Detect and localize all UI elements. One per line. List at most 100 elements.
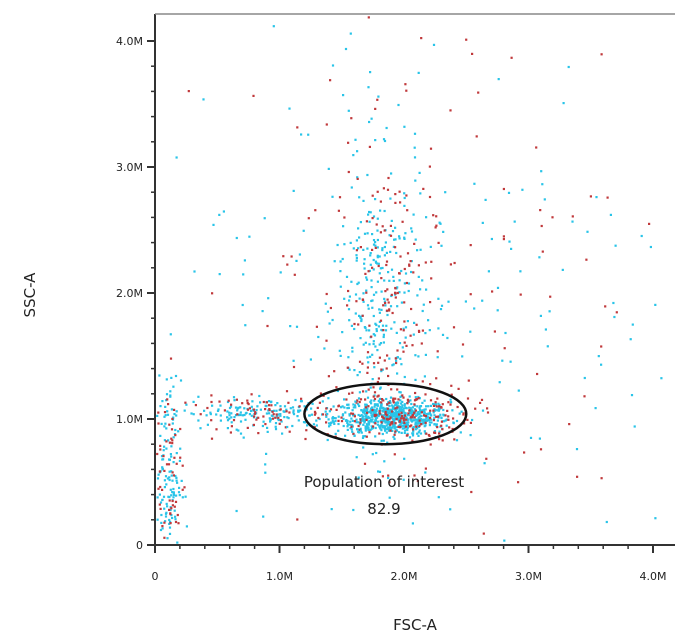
scatter-point-cyan [355, 259, 358, 262]
scatter-point-cyan [414, 396, 417, 399]
scatter-point-cyan [348, 368, 351, 371]
scatter-point-cyan [395, 251, 398, 255]
scatter-point-cyan [654, 517, 657, 520]
scatter-point-cyan [166, 413, 170, 416]
scatter-point-cyan [392, 245, 395, 248]
scatter-point-cyan [498, 381, 501, 384]
scatter-point-cyan [398, 391, 401, 394]
scatter-point-red [350, 117, 353, 120]
scatter-point-cyan [235, 236, 238, 240]
scatter-point-cyan [303, 405, 306, 408]
scatter-point-cyan [421, 422, 425, 425]
scatter-point-cyan [358, 371, 361, 374]
scatter-point-cyan [169, 395, 172, 398]
scatter-point-cyan [184, 495, 187, 498]
scatter-point-cyan [329, 423, 332, 427]
scatter-point-red [471, 52, 474, 55]
scatter-point-red [420, 423, 423, 426]
scatter-point-cyan [339, 285, 342, 288]
scatter-point-red [379, 231, 382, 234]
scatter-point-cyan [413, 408, 417, 411]
scatter-point-cyan [519, 270, 522, 273]
scatter-point-red [403, 421, 406, 424]
scatter-point-red [246, 426, 249, 429]
scatter-point-red [277, 416, 280, 419]
scatter-point-red [355, 300, 358, 303]
scatter-point-cyan [279, 413, 282, 416]
scatter-point-cyan [414, 378, 417, 381]
scatter-point-red [428, 165, 431, 168]
scatter-point-red [387, 374, 390, 378]
scatter-point-cyan [327, 418, 330, 421]
scatter-point-cyan [384, 421, 387, 424]
scatter-point-red [535, 146, 538, 149]
scatter-point-cyan [172, 461, 175, 464]
scatter-point-cyan [398, 291, 401, 294]
scatter-point-cyan [366, 232, 369, 235]
scatter-point-cyan [326, 310, 329, 313]
scatter-point-cyan [327, 397, 330, 400]
scatter-point-cyan [464, 300, 467, 303]
scatter-point-cyan [384, 241, 387, 244]
scatter-point-cyan [413, 132, 417, 135]
scatter-point-red [447, 401, 450, 404]
scatter-point-red [368, 324, 371, 327]
scatter-point-cyan [342, 94, 345, 97]
scatter-point-cyan [357, 430, 360, 434]
scatter-point-red [432, 214, 435, 217]
scatter-point-red [549, 295, 552, 298]
scatter-point-red [252, 423, 255, 426]
scatter-point-cyan [370, 286, 373, 289]
scatter-point-cyan [359, 315, 362, 318]
scatter-point-cyan [372, 243, 376, 246]
scatter-point-cyan [561, 268, 564, 271]
scatter-point-red [465, 38, 468, 41]
scatter-point-cyan [383, 297, 386, 300]
scatter-point-red [411, 415, 414, 418]
scatter-point-cyan [386, 412, 389, 415]
scatter-point-cyan [390, 404, 394, 407]
scatter-point-cyan [594, 407, 597, 410]
scatter-point-cyan [286, 425, 289, 429]
scatter-point-red [408, 264, 411, 267]
scatter-point-cyan [399, 399, 402, 402]
scatter-point-cyan [170, 455, 173, 458]
scatter-point-cyan [430, 421, 433, 424]
scatter-point-red [424, 261, 427, 264]
scatter-point-cyan [192, 400, 195, 403]
scatter-point-cyan [279, 405, 282, 408]
scatter-point-red [411, 344, 414, 347]
scatter-point-cyan [401, 400, 404, 403]
scatter-point-cyan [412, 430, 415, 433]
scatter-point-red [232, 419, 236, 422]
scatter-point-red [429, 443, 432, 446]
scatter-point-cyan [163, 486, 166, 489]
scatter-point-cyan [413, 156, 417, 159]
scatter-point-red [510, 56, 513, 59]
scatter-point-cyan [226, 427, 229, 430]
scatter-point-cyan [423, 375, 426, 378]
scatter-point-cyan [439, 222, 442, 225]
scatter-point-red [351, 391, 354, 394]
scatter-point-cyan [280, 420, 283, 423]
scatter-point-red [390, 410, 394, 413]
scatter-point-cyan [307, 133, 310, 136]
scatter-point-red [376, 98, 379, 101]
scatter-point-cyan [509, 360, 512, 363]
scatter-point-cyan [445, 424, 448, 427]
scatter-point-cyan [193, 270, 196, 273]
scatter-point-red [390, 293, 393, 296]
scatter-point-cyan [343, 406, 346, 409]
gate-ellipse[interactable] [303, 382, 468, 446]
scatter-point-cyan [362, 300, 365, 303]
scatter-point-cyan [295, 325, 299, 328]
scatter-point-cyan [219, 414, 222, 417]
scatter-point-cyan [389, 401, 392, 404]
scatter-point-cyan [403, 282, 406, 285]
scatter-point-red [448, 426, 451, 429]
scatter-point-cyan [395, 414, 398, 417]
scatter-point-red [386, 298, 389, 301]
scatter-point-cyan [364, 403, 367, 406]
scatter-point-cyan [391, 413, 394, 416]
